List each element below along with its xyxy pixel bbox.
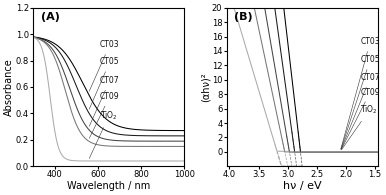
- Text: CT09: CT09: [341, 88, 380, 149]
- Text: CT07: CT07: [89, 76, 120, 126]
- Y-axis label: Absorbance: Absorbance: [4, 58, 14, 116]
- Text: CT09: CT09: [89, 92, 120, 138]
- Text: CT03: CT03: [341, 37, 380, 149]
- Y-axis label: (αhν)²: (αhν)²: [200, 72, 210, 102]
- Text: TiO$_2$: TiO$_2$: [342, 104, 378, 150]
- Text: (B): (B): [234, 12, 253, 22]
- Text: (A): (A): [41, 12, 59, 22]
- Text: CT05: CT05: [89, 57, 120, 109]
- Text: TiO$_2$: TiO$_2$: [89, 110, 118, 159]
- X-axis label: Wavelength / nm: Wavelength / nm: [67, 181, 150, 191]
- X-axis label: hν / eV: hν / eV: [283, 181, 322, 191]
- Text: CT05: CT05: [341, 55, 380, 149]
- Text: CT07: CT07: [341, 73, 380, 149]
- Text: CT03: CT03: [89, 40, 120, 91]
